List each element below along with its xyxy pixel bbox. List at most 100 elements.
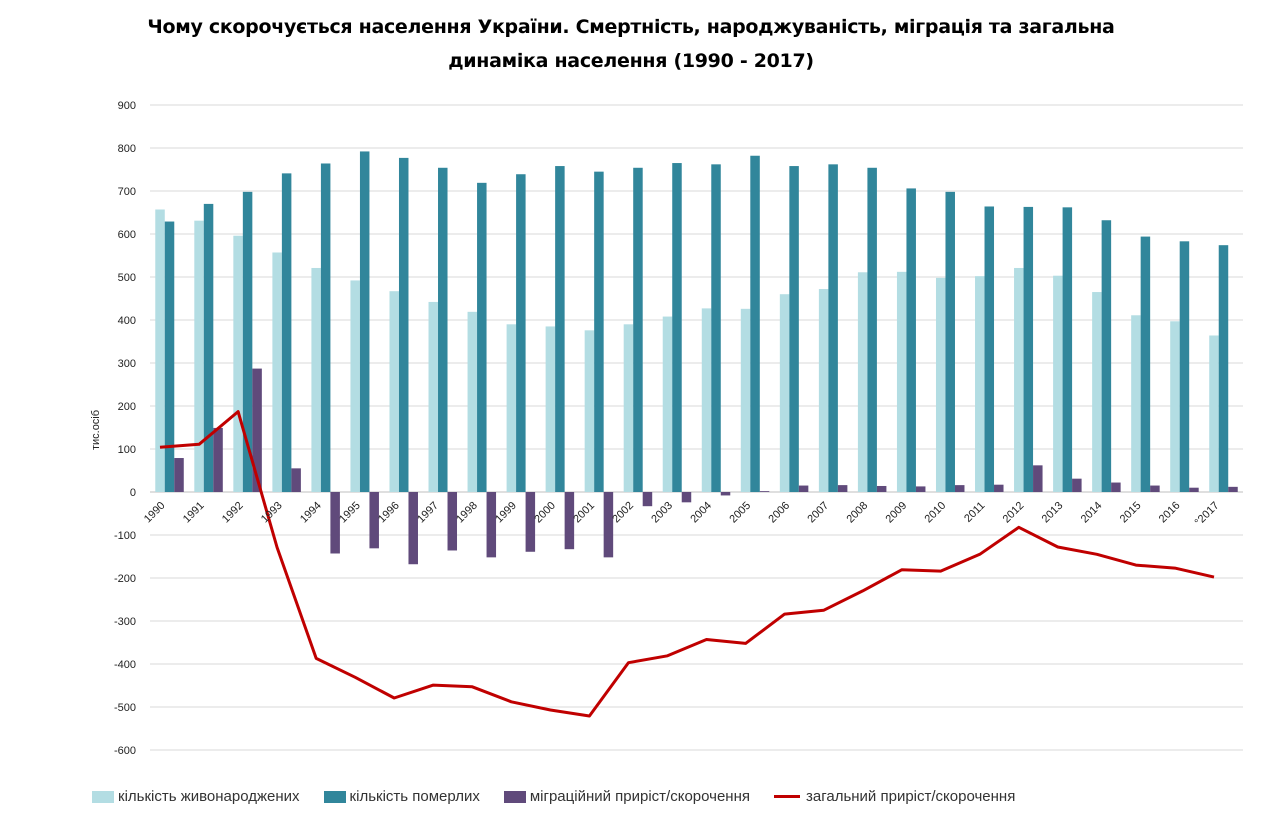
deaths-bar [203, 203, 214, 492]
deaths-bar [242, 191, 253, 493]
births-bar [584, 330, 595, 492]
x-tick-label: 2015 [1118, 500, 1144, 526]
y-tick-label: -100 [114, 530, 136, 542]
migration-bar [447, 492, 458, 551]
deaths-bar [281, 173, 292, 492]
y-tick-label: -400 [114, 659, 136, 671]
y-tick-label: -300 [114, 616, 136, 628]
y-tick-label: 100 [118, 444, 136, 456]
x-tick-label: 2011 [962, 500, 987, 525]
y-tick-label: 300 [118, 358, 136, 370]
deaths-bar [984, 206, 995, 493]
x-tick-label: 1991 [181, 500, 207, 526]
y-tick-label: 600 [118, 229, 136, 241]
migration-bar [1228, 486, 1238, 492]
deaths-bar [867, 167, 877, 492]
x-tick-label: 1996 [376, 500, 402, 526]
births-bar [389, 291, 399, 492]
legend-label-migration: міграційний приріст/скорочення [529, 788, 750, 805]
births-bar [545, 326, 556, 492]
deaths-bar [789, 166, 799, 492]
x-tick-label: 2012 [1001, 500, 1027, 526]
births-bar [155, 209, 165, 493]
births-bar [1209, 335, 1219, 492]
deaths-bar [945, 191, 955, 493]
x-tick-label: 2013 [1040, 500, 1066, 526]
deaths-bar [1140, 236, 1151, 492]
deaths-bar [828, 164, 838, 492]
births-bar [623, 324, 634, 492]
migration-bar [408, 492, 418, 565]
y-tick-label: 500 [118, 272, 136, 284]
births-bar [779, 294, 790, 492]
births-bar [233, 235, 243, 492]
births-bar [818, 289, 829, 492]
deaths-bar [1023, 206, 1034, 492]
total-change-line [159, 410, 1215, 718]
legend-swatch-deaths [323, 790, 346, 803]
x-tick-label: 1990 [142, 500, 168, 526]
deaths-bar [477, 182, 487, 492]
migration-bar [1072, 478, 1082, 492]
deaths-bar [594, 171, 604, 492]
x-axis-ticks: 1990 1991 1992 1993 1994 1995 1996 1997 1998 1999… [142, 500, 1222, 529]
migration-bar [954, 485, 965, 492]
y-tick-label: 900 [118, 100, 136, 112]
legend-item-migration: міграційний приріст/скорочення [503, 788, 750, 805]
births-bar [896, 271, 907, 492]
migration-bar [994, 484, 1004, 492]
births-bar [272, 252, 282, 492]
births-bar [428, 301, 439, 492]
births-bar [1014, 267, 1024, 492]
legend-swatch-migration [503, 790, 526, 803]
y-tick-label: 200 [118, 401, 136, 413]
chart-title-line-2: динаміка населення (1990 - 2017) [448, 50, 814, 72]
x-tick-label: 1994 [298, 500, 324, 526]
births-bar [311, 267, 321, 492]
y-tick-label: -200 [114, 573, 136, 585]
x-tick-label: 2007 [805, 500, 831, 526]
deaths-bar [398, 157, 409, 492]
deaths-bar [516, 174, 526, 493]
births-bar [975, 276, 985, 492]
deaths-bar [906, 188, 916, 493]
x-tick-label: 2008 [844, 500, 870, 526]
x-tick-label: 2006 [766, 500, 792, 526]
legend-label-total-change: загальний приріст/скорочення [806, 788, 1016, 805]
migration-bar [1150, 485, 1160, 492]
migration-bar [642, 492, 653, 507]
deaths-bar [1218, 245, 1229, 492]
deaths-bar [1101, 220, 1112, 493]
migration-bar [915, 486, 926, 492]
migration-bar [837, 485, 848, 492]
x-tick-label: 2000 [532, 500, 558, 526]
migration-bar [720, 492, 731, 496]
births-bar [701, 308, 712, 492]
deaths-bar [633, 167, 643, 492]
migration-bar [1111, 482, 1121, 492]
x-tick-label: 1995 [337, 500, 363, 526]
births-bar [350, 280, 360, 492]
y-axis-label: тис.осіб [90, 410, 102, 450]
deaths-bar [359, 151, 370, 492]
x-tick-label: 2016 [1157, 500, 1183, 526]
legend-line-total-change [774, 795, 800, 798]
legend-item-deaths: кількість померлих [323, 788, 480, 805]
y-tick-label: -600 [114, 745, 136, 757]
migration-bar [564, 492, 575, 550]
y-tick-label: 700 [118, 186, 136, 198]
x-tick-label: 1999 [493, 500, 519, 526]
births-bar [1053, 275, 1063, 492]
deaths-bar [555, 166, 565, 492]
births-bar [506, 324, 517, 492]
births-bar [1092, 292, 1102, 492]
migration-bar [759, 491, 770, 492]
migration-bar [876, 485, 887, 492]
bar-marks [155, 151, 1238, 565]
x-tick-label: 2004 [688, 500, 714, 526]
legend-swatch-births [92, 790, 114, 803]
x-tick-label: 1992 [220, 500, 246, 526]
births-bar [467, 311, 478, 492]
